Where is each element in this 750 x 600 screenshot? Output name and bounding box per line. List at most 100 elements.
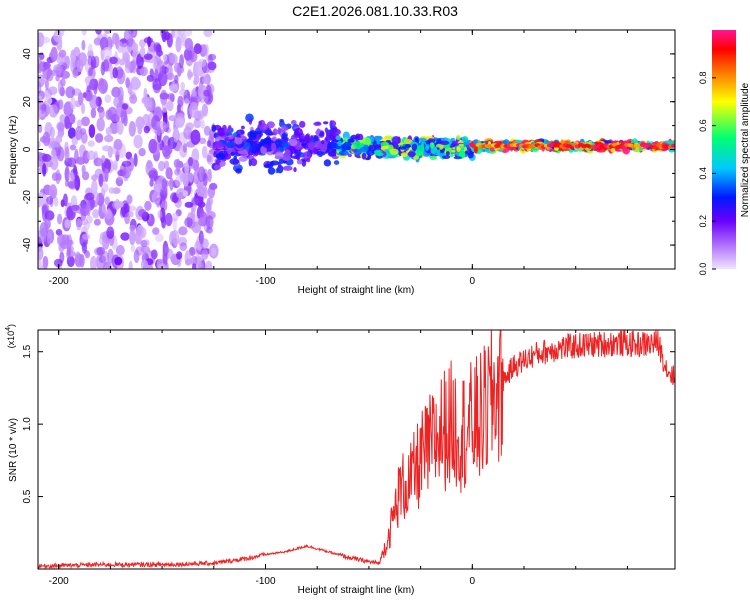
- heatmap-cell: [74, 253, 84, 268]
- heatmap-cell: [140, 46, 146, 58]
- heatmap-cell: [40, 36, 51, 44]
- heatmap-cell: [115, 244, 125, 256]
- heatmap-cell: [248, 118, 253, 125]
- heatmap-cell: [93, 37, 102, 46]
- x-axis-ticks: -200 -100 0: [49, 30, 628, 287]
- colorbar: [712, 30, 736, 269]
- heatmap-cell: [64, 55, 70, 70]
- heatmap-cell: [121, 103, 129, 110]
- heatmap-cell: [161, 178, 168, 190]
- heatmap-cell: [48, 104, 59, 118]
- heatmap-cell: [190, 129, 201, 145]
- heatmap-cell: [151, 249, 158, 260]
- heatmap-cell: [384, 135, 393, 140]
- heatmap-cell: [238, 155, 248, 162]
- heatmap-cell: [163, 199, 168, 211]
- heatmap-cell: [464, 150, 474, 155]
- heatmap-cell: [180, 81, 185, 91]
- heatmap-cell: [200, 119, 205, 129]
- heatmap-cell: [70, 204, 80, 211]
- heatmap-cell: [114, 200, 124, 209]
- heatmap-cell: [113, 139, 123, 151]
- heatmap-cell: [137, 124, 143, 135]
- heatmap-cell: [138, 209, 147, 218]
- heatmap-cell: [87, 43, 93, 59]
- heatmap-cell: [299, 120, 306, 128]
- colorbar-tick-label: 0.2: [698, 215, 708, 228]
- heatmap-cell: [133, 134, 143, 149]
- heatmap-cell: [161, 64, 166, 74]
- heatmap-cell: [103, 159, 112, 169]
- snr-chart: -200 -100 0 1.5 1.0 0.5 (x104) Height of str…: [5, 324, 676, 596]
- heatmap-cell: [248, 135, 257, 141]
- heatmap-cell: [361, 152, 367, 160]
- heatmap-cell: [136, 224, 144, 239]
- heatmap-cell: [205, 215, 214, 230]
- colorbar-label: Normalized spectral amplitude: [740, 82, 750, 217]
- heatmap-cell: [214, 164, 221, 171]
- y-tick-label: 20: [22, 96, 33, 108]
- heatmap-cell: [166, 33, 173, 48]
- y-axis-ticks: 40 20 0 -20 -40: [22, 29, 675, 270]
- heatmap-cell: [108, 187, 116, 194]
- heatmap-cell: [106, 226, 115, 239]
- heatmap-cell: [320, 143, 328, 153]
- x-tick-label: 0: [470, 276, 476, 287]
- heatmap-cell: [68, 171, 75, 182]
- heatmap-cell: [188, 246, 196, 256]
- heatmap-cell: [235, 168, 242, 174]
- heatmap-cell: [421, 141, 424, 151]
- heatmap-cell: [102, 59, 110, 72]
- heatmap-cell: [70, 49, 77, 63]
- heatmap-cell: [178, 226, 188, 236]
- heatmap-cell: [76, 59, 84, 73]
- heatmap-cell: [671, 143, 675, 148]
- heatmap-cell: [188, 156, 193, 167]
- heatmap-cell: [113, 96, 123, 108]
- heatmap-cell: [450, 143, 457, 148]
- x-axis-ticks: -200 -100 0: [49, 330, 628, 587]
- heatmap-cell: [450, 137, 456, 142]
- heatmap-cell: [341, 144, 345, 152]
- heatmap-cell: [301, 142, 307, 147]
- heatmap-cell: [258, 120, 262, 126]
- heatmap-cell: [142, 239, 150, 247]
- heatmap-cell: [333, 160, 340, 165]
- y-tick-label: -40: [22, 237, 33, 252]
- heatmap-cell: [81, 39, 86, 51]
- heatmap-cell: [206, 226, 213, 234]
- heatmap-cell: [87, 140, 95, 147]
- heatmap-cell: [445, 151, 450, 156]
- heatmap-cell: [104, 94, 112, 103]
- heatmap-cell: [207, 185, 216, 199]
- heatmap-cell: [263, 163, 274, 169]
- heatmap-cell: [173, 62, 181, 73]
- heatmap-cell: [102, 47, 113, 59]
- heatmap-cell: [89, 78, 99, 91]
- heatmap-cell: [211, 247, 217, 257]
- heatmap-cell: [442, 155, 451, 160]
- heatmap-cell: [55, 134, 63, 144]
- heatmap-cell: [66, 246, 71, 261]
- heatmap-cell: [304, 134, 310, 144]
- heatmap-cell: [81, 116, 90, 127]
- heatmap-cell: [302, 151, 312, 161]
- heatmap-cell: [112, 67, 118, 79]
- heatmap-cell: [47, 86, 58, 96]
- heatmap-cell: [155, 233, 164, 243]
- heatmap-cell: [159, 92, 169, 100]
- heatmap-cell: [241, 125, 245, 130]
- heatmap-cell: [234, 137, 243, 145]
- x-tick-label: -200: [49, 576, 69, 587]
- heatmap-cell: [207, 61, 217, 71]
- y-tick-label: 1.0: [22, 417, 33, 431]
- heatmap-cell: [158, 160, 166, 172]
- heatmap-cell: [50, 156, 59, 171]
- heatmap-cell: [162, 145, 171, 158]
- heatmap-cell: [98, 173, 104, 187]
- heatmap-cell: [296, 159, 303, 165]
- heatmap-cell: [107, 106, 118, 121]
- heatmap-cell: [293, 167, 297, 173]
- heatmap-cell: [62, 193, 68, 207]
- heatmap-cell: [184, 161, 190, 175]
